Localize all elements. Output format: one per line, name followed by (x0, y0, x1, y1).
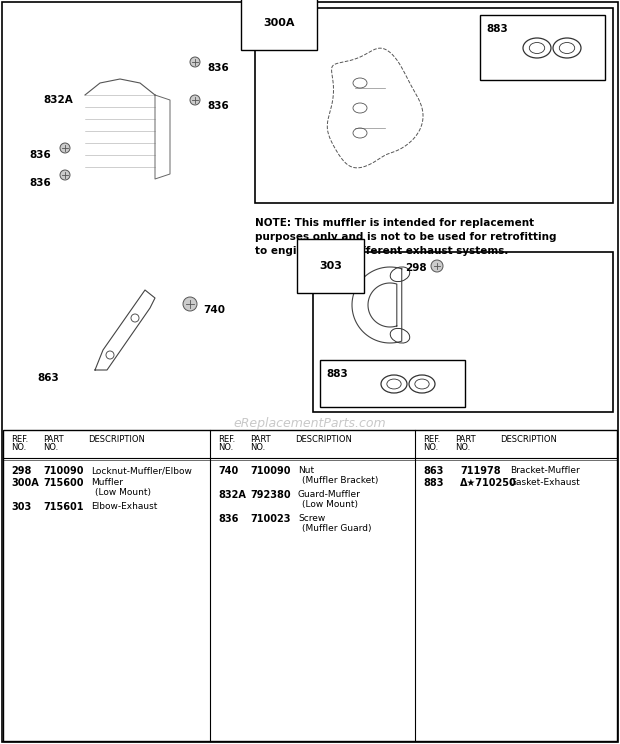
Bar (85, 119, 155, 129)
Bar (313, 252, 613, 412)
Text: (Muffler Bracket): (Muffler Bracket) (302, 476, 378, 485)
Bar (85, 155, 155, 165)
Bar (85, 95, 155, 105)
Text: 836: 836 (29, 150, 51, 160)
Text: REF.: REF. (218, 435, 235, 444)
Text: 710090: 710090 (43, 466, 84, 476)
Text: 740: 740 (203, 305, 225, 315)
Text: Δ★710250: Δ★710250 (460, 478, 516, 488)
Text: 710090: 710090 (250, 466, 291, 476)
Text: PART: PART (250, 435, 270, 444)
Text: 883: 883 (423, 478, 443, 488)
Circle shape (431, 260, 443, 272)
Text: Muffler: Muffler (91, 478, 123, 487)
Text: 303: 303 (11, 502, 31, 512)
Text: 298: 298 (11, 466, 32, 476)
Circle shape (190, 95, 200, 105)
Text: eReplacementParts.com: eReplacementParts.com (234, 417, 386, 429)
Text: NO.: NO. (43, 443, 58, 452)
Text: 836: 836 (29, 178, 51, 188)
Text: 832A: 832A (218, 490, 246, 500)
Text: Nut: Nut (298, 466, 314, 475)
Circle shape (183, 297, 197, 311)
Circle shape (60, 170, 70, 180)
Polygon shape (155, 95, 170, 179)
Text: 710023: 710023 (250, 514, 291, 524)
Bar (480, 15, 605, 80)
Text: 715600: 715600 (43, 478, 84, 488)
Text: DESCRIPTION: DESCRIPTION (88, 434, 145, 443)
Text: 883: 883 (326, 369, 348, 379)
Text: DESCRIPTION: DESCRIPTION (500, 434, 557, 443)
Text: 300A: 300A (11, 478, 38, 488)
Text: PART: PART (43, 435, 64, 444)
Text: 836: 836 (218, 514, 238, 524)
Text: Elbow-Exhaust: Elbow-Exhaust (91, 502, 157, 511)
Text: REF.: REF. (423, 435, 440, 444)
Bar (255, 8, 613, 203)
Text: 711978: 711978 (460, 466, 500, 476)
Polygon shape (85, 79, 155, 95)
Text: Gasket-Exhaust: Gasket-Exhaust (510, 478, 581, 487)
Bar (85, 143, 155, 153)
Text: 863: 863 (37, 373, 59, 383)
Text: (Muffler Guard): (Muffler Guard) (302, 524, 371, 533)
Text: NOTE: This muffler is intended for replacement
purposes only and is not to be us: NOTE: This muffler is intended for repla… (255, 218, 557, 256)
Bar (3, 430, 617, 741)
Text: (Low Mount): (Low Mount) (302, 500, 358, 509)
Text: NO.: NO. (455, 443, 470, 452)
Text: 863: 863 (423, 466, 443, 476)
Bar (85, 131, 155, 141)
Text: NO.: NO. (250, 443, 265, 452)
Text: 832A: 832A (43, 95, 73, 105)
Bar (85, 167, 155, 177)
Text: REF.: REF. (11, 435, 29, 444)
Text: 792380: 792380 (250, 490, 291, 500)
Text: DESCRIPTION: DESCRIPTION (295, 434, 352, 443)
Text: Bracket-Muffler: Bracket-Muffler (510, 466, 580, 475)
Polygon shape (95, 290, 155, 370)
Text: (Low Mount): (Low Mount) (95, 488, 151, 497)
Text: 300A: 300A (263, 18, 294, 28)
Text: 883: 883 (486, 24, 508, 34)
Bar (320, 360, 465, 407)
Text: 836: 836 (207, 101, 229, 111)
Text: NO.: NO. (423, 443, 438, 452)
Text: NO.: NO. (218, 443, 233, 452)
Text: 303: 303 (319, 261, 342, 271)
Text: Locknut-Muffler/Elbow: Locknut-Muffler/Elbow (91, 466, 192, 475)
Text: NO.: NO. (11, 443, 26, 452)
Text: PART: PART (455, 435, 476, 444)
Text: Guard-Muffler: Guard-Muffler (298, 490, 361, 499)
Text: 836: 836 (207, 63, 229, 73)
Text: 740: 740 (218, 466, 238, 476)
Circle shape (60, 143, 70, 153)
Circle shape (190, 57, 200, 67)
Text: Screw: Screw (298, 514, 326, 523)
Text: 298: 298 (405, 263, 427, 273)
Bar (85, 107, 155, 117)
Polygon shape (352, 267, 402, 343)
Text: 715601: 715601 (43, 502, 84, 512)
